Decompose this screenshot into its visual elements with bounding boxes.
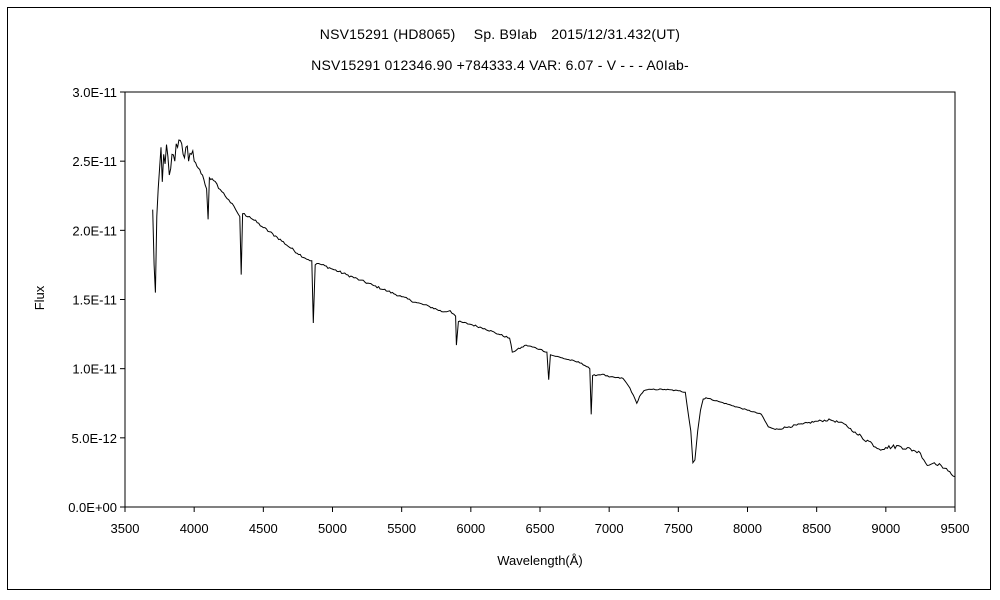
y-tick-label: 1.5E-11 (72, 293, 117, 308)
x-tick-label: 6500 (526, 521, 555, 536)
y-tick-label: 5.0E-12 (71, 431, 117, 446)
tick-labels: 0.0E+00 5.0E-12 1.0E-11 1.5E-11 2.0E-11 2.5E-… (68, 85, 969, 536)
y-axis-label: Flux (32, 285, 47, 310)
x-axis-label: Wavelength(Å) (497, 553, 583, 568)
x-tick-label: 6000 (456, 521, 485, 536)
x-tick-label: 8500 (802, 521, 831, 536)
chart-title: NSV15291 (HD8065) Sp. B9Iab 2015/12/31.4… (319, 26, 681, 42)
x-tick-label: 9500 (941, 521, 970, 536)
x-tick-label: 8000 (733, 521, 762, 536)
y-tick-label: 3.0E-11 (72, 85, 117, 100)
y-tick-label: 2.0E-11 (72, 223, 117, 238)
x-tick-label: 9000 (871, 521, 900, 536)
y-tick-label: 2.5E-11 (72, 154, 117, 169)
series-layer (152, 139, 956, 478)
y-tick-label: 0.0E+00 (68, 500, 117, 515)
x-tick-label: 7000 (595, 521, 624, 536)
x-tick-label: 4500 (249, 521, 278, 536)
x-tick-label: 5500 (387, 521, 416, 536)
chart-subtitle: NSV15291 012346.90 +784333.4 VAR: 6.07 -… (311, 57, 689, 73)
x-tick-label: 3500 (111, 521, 140, 536)
axes (120, 91, 956, 512)
plot-area (124, 91, 956, 508)
x-tick-label: 5000 (318, 521, 347, 536)
chart-frame (7, 7, 991, 590)
x-tick-label: 4000 (180, 521, 209, 536)
x-tick-label: 7500 (664, 521, 693, 536)
y-tick-label: 1.0E-11 (72, 362, 117, 377)
spectrum-line (152, 139, 956, 478)
